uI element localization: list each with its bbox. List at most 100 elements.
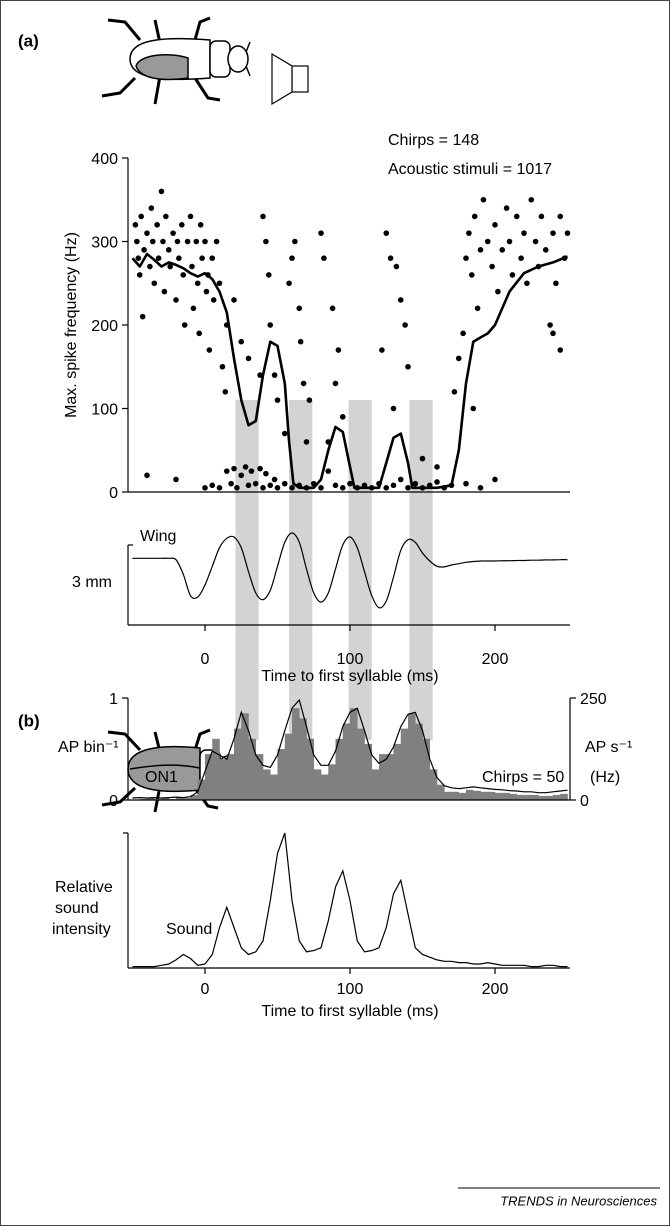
data-point [397,297,404,303]
data-point [219,363,226,370]
histogram-bar [516,794,525,800]
data-point [281,480,288,487]
data-point [242,464,249,470]
data-point [173,476,179,483]
y-axis-label: intensity [52,921,111,938]
histogram-bar [386,754,394,800]
data-point [390,482,397,489]
data-point [190,305,197,312]
data-point [202,238,208,245]
data-point [180,272,187,278]
y-axis-label: AP bin⁻¹ [58,739,119,756]
data-point [165,247,172,253]
data-point [289,255,295,261]
data-point [203,288,210,295]
data-point [329,305,336,312]
data-point [263,470,269,477]
data-point [499,247,506,253]
data-point [150,238,156,245]
scale-bar-label: 3 mm [72,574,112,591]
histogram-bar [408,713,416,800]
data-point [484,238,491,245]
data-point [139,313,146,320]
data-point [167,263,173,270]
x-tick-label: 200 [482,651,509,668]
annotation: Wing [140,528,176,545]
histogram-bar [400,728,409,800]
data-point [141,247,147,253]
histogram-bar [429,769,438,800]
trace [132,532,568,609]
data-point [297,338,304,345]
data-point [383,485,390,491]
data-point [466,230,472,236]
data-point [231,297,237,303]
histogram-bar [553,794,561,800]
histogram-bar [509,793,518,800]
data-point [174,238,181,245]
histogram-bar [190,794,199,800]
annotation: Sound [166,921,212,938]
data-point [223,468,230,474]
histogram-bar [473,790,481,800]
data-point [564,230,571,236]
shaded-region [409,400,433,740]
data-point [553,280,559,287]
data-point [383,230,390,236]
histogram-bar [197,779,206,800]
histogram-bar [379,754,387,800]
y-tick-label: 400 [91,151,118,168]
data-point [154,222,160,228]
data-point [528,196,535,203]
data-point [238,338,245,345]
data-point [477,247,484,253]
data-point [503,205,510,211]
data-point [206,347,213,353]
data-point [289,485,295,491]
data-point [216,280,223,287]
annotation: Chirps = 148 [388,132,479,149]
histogram-bar [292,708,300,800]
trace [132,832,568,968]
data-point [489,263,495,270]
data-point [197,222,204,228]
data-point [231,465,237,472]
histogram-bar [502,792,510,800]
panel-label: (a) [18,31,39,50]
y-tick-label: 1 [109,691,118,708]
data-point [397,476,404,483]
data-point [209,482,216,489]
data-point [495,288,501,295]
rate-line [132,698,568,799]
shaded-region [289,400,313,740]
histogram-bar [524,794,532,800]
y-tick-label: 100 [91,402,118,419]
histogram-bar [248,738,257,800]
data-point [306,397,313,403]
histogram-bar [306,738,315,800]
histogram-bar [342,723,351,800]
histogram-bar [545,795,554,800]
data-point [210,297,217,303]
data-point [470,405,477,412]
x-tick-label: 0 [201,651,210,668]
data-point [155,255,162,261]
data-point [300,380,307,387]
data-point [451,389,458,395]
data-point [387,255,394,261]
data-point [455,355,462,362]
data-point [460,330,466,337]
data-point [521,230,527,236]
histogram-bar [299,718,307,800]
data-point [209,255,216,261]
data-point [480,196,487,203]
data-point [202,485,208,491]
mean-line [131,252,568,490]
histogram-bar [241,713,249,800]
data-point [303,439,310,445]
shaded-region [348,400,372,740]
data-point [318,230,324,236]
data-point [463,255,469,261]
data-point [318,485,324,491]
